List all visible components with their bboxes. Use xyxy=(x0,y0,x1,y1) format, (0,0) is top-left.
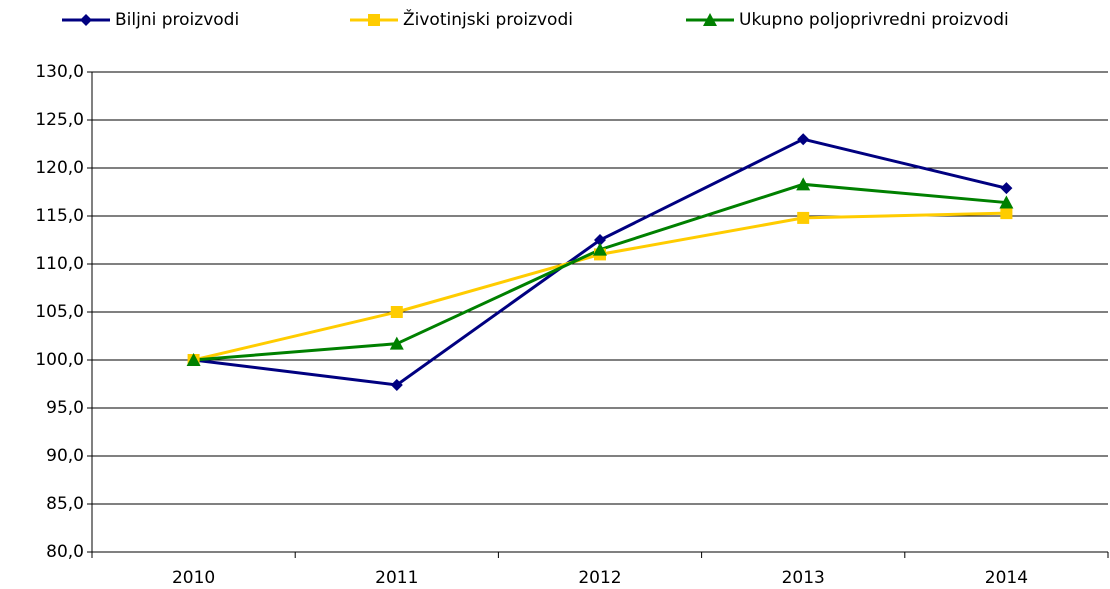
legend-marker xyxy=(368,14,380,26)
legend-marker xyxy=(80,14,92,26)
data-point xyxy=(390,378,403,391)
x-tick-label: 2012 xyxy=(578,568,621,588)
y-tick-label: 100,0 xyxy=(35,350,84,370)
data-point xyxy=(999,195,1014,209)
legend-label: Životinjski proizvodi xyxy=(403,8,573,30)
data-point xyxy=(186,353,201,366)
data-point xyxy=(389,336,404,350)
y-tick-label: 125,0 xyxy=(35,110,84,130)
series-line xyxy=(193,182,1007,362)
data-point xyxy=(1000,207,1013,220)
data-point xyxy=(1000,182,1013,195)
y-tick-label: 95,0 xyxy=(46,398,84,418)
y-tick-label: 80,0 xyxy=(46,542,84,562)
data-point xyxy=(594,234,606,246)
y-tick-label: 110,0 xyxy=(35,254,84,274)
data-point xyxy=(390,306,403,318)
legend-label: Ukupno poljoprivredni proizvodi xyxy=(739,10,1009,30)
y-tick-label: 120,0 xyxy=(35,158,84,178)
x-tick-label: 2011 xyxy=(375,568,418,588)
data-point xyxy=(797,211,810,224)
y-tick-label: 105,0 xyxy=(35,302,84,322)
data-point xyxy=(593,242,607,256)
legend-label: Biljni proizvodi xyxy=(115,10,239,30)
y-tick-label: 115,0 xyxy=(35,206,84,226)
y-tick-label: 85,0 xyxy=(46,494,84,514)
x-tick-label: 2013 xyxy=(782,568,825,588)
y-tick-label: 90,0 xyxy=(46,446,84,466)
x-tick-label: 2014 xyxy=(985,568,1028,588)
x-tick-label: 2010 xyxy=(172,568,215,588)
series-line xyxy=(193,137,1007,387)
data-point xyxy=(797,133,810,146)
legend-marker xyxy=(703,13,717,26)
y-tick-label: 130,0 xyxy=(35,62,84,82)
data-point xyxy=(796,177,811,191)
